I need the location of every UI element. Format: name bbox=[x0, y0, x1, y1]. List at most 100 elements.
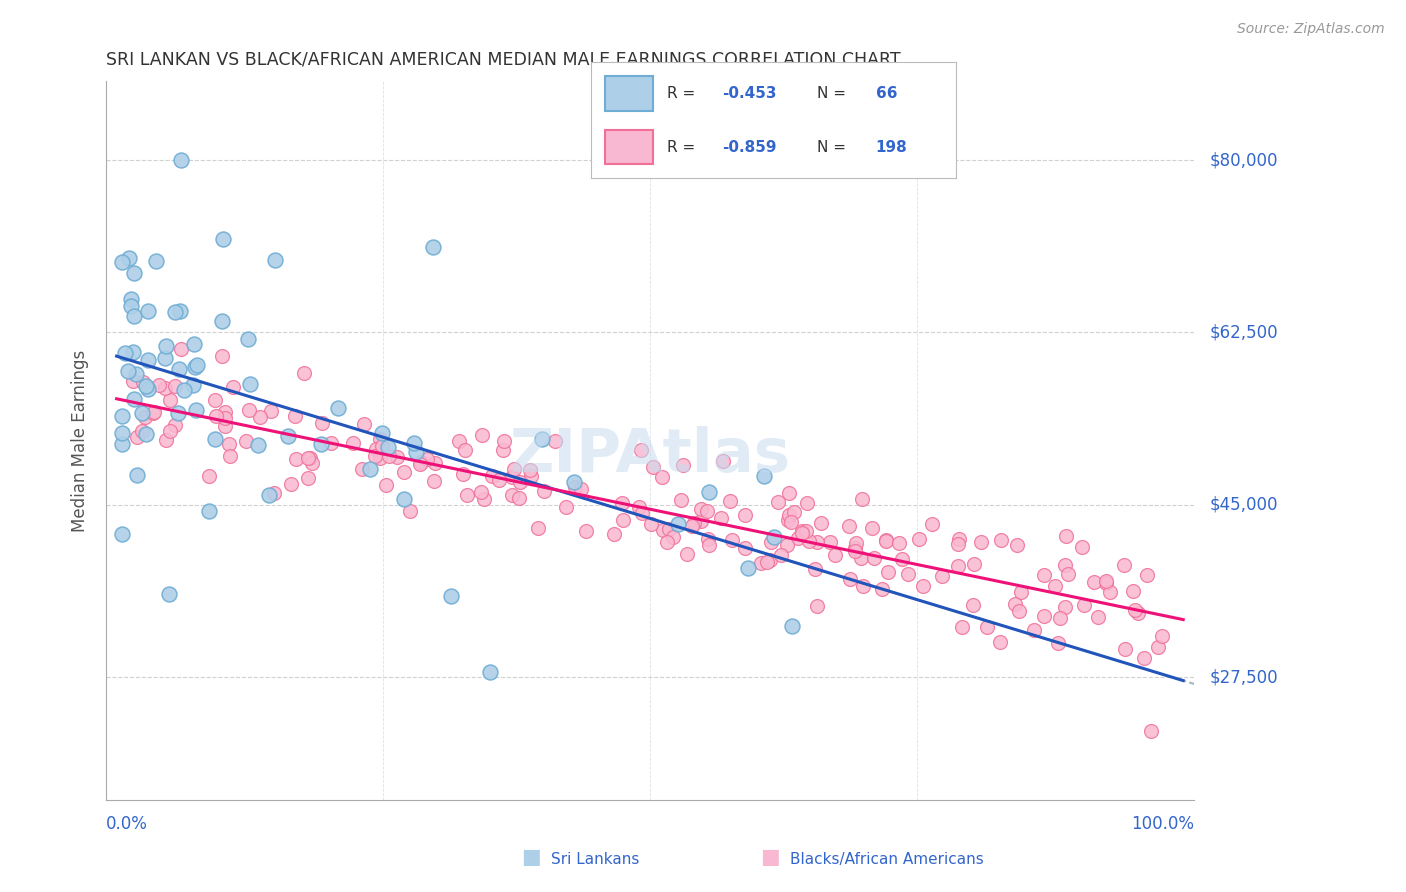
Point bbox=[1133, 650, 1156, 665]
Point bbox=[778, 512, 800, 526]
Point bbox=[238, 402, 260, 417]
Point bbox=[404, 436, 426, 450]
Point bbox=[921, 516, 943, 531]
Point bbox=[423, 474, 446, 488]
Point bbox=[214, 411, 236, 425]
Point bbox=[364, 442, 387, 457]
Point bbox=[371, 425, 394, 440]
Point bbox=[509, 475, 531, 489]
Point bbox=[640, 516, 662, 531]
Point bbox=[683, 516, 706, 531]
Point bbox=[651, 523, 673, 537]
Point bbox=[167, 362, 190, 376]
Point bbox=[422, 240, 444, 254]
Point bbox=[142, 405, 165, 419]
Point bbox=[1073, 598, 1095, 612]
Point bbox=[159, 392, 181, 407]
Point bbox=[131, 424, 153, 438]
Point bbox=[1008, 604, 1031, 618]
Point bbox=[1140, 724, 1163, 739]
Point bbox=[1056, 529, 1078, 543]
Point bbox=[519, 462, 541, 476]
Point bbox=[838, 518, 860, 533]
Point bbox=[157, 587, 180, 601]
Point bbox=[368, 432, 391, 446]
Point bbox=[970, 535, 993, 549]
Point bbox=[1114, 558, 1136, 573]
Point bbox=[946, 559, 969, 574]
Text: $80,000: $80,000 bbox=[1211, 151, 1278, 169]
Point bbox=[863, 551, 886, 566]
Point bbox=[167, 406, 190, 420]
Point bbox=[368, 451, 391, 466]
Point bbox=[672, 458, 695, 472]
Point bbox=[1005, 538, 1028, 552]
Point bbox=[263, 485, 285, 500]
Point bbox=[163, 305, 186, 319]
Point bbox=[875, 533, 897, 548]
Point bbox=[851, 492, 873, 507]
Point bbox=[294, 366, 316, 380]
Text: R =: R = bbox=[668, 87, 700, 102]
Point bbox=[111, 527, 134, 541]
Point bbox=[111, 426, 134, 441]
Point bbox=[364, 449, 387, 463]
Point bbox=[666, 516, 689, 531]
Point bbox=[120, 292, 142, 306]
Point bbox=[218, 437, 240, 451]
Point bbox=[125, 430, 148, 444]
Point bbox=[236, 332, 259, 346]
Point bbox=[218, 449, 240, 463]
Point bbox=[353, 417, 375, 431]
Point bbox=[794, 524, 817, 538]
Point bbox=[214, 405, 236, 419]
Point bbox=[264, 253, 287, 268]
Point bbox=[155, 339, 177, 353]
Point bbox=[212, 232, 235, 246]
Text: ■: ■ bbox=[522, 847, 541, 867]
Point bbox=[159, 424, 181, 438]
Point bbox=[641, 459, 664, 474]
Point bbox=[1046, 636, 1069, 650]
Point bbox=[405, 445, 427, 459]
Point bbox=[669, 493, 692, 508]
Point bbox=[170, 343, 193, 357]
Point bbox=[311, 416, 333, 430]
Point bbox=[696, 533, 718, 547]
Point bbox=[135, 426, 157, 441]
Text: $27,500: $27,500 bbox=[1211, 668, 1278, 686]
Point bbox=[896, 566, 918, 581]
Point bbox=[1053, 600, 1076, 615]
Point bbox=[198, 504, 221, 518]
Point bbox=[737, 561, 759, 575]
Point bbox=[1126, 606, 1149, 620]
Point bbox=[768, 495, 790, 509]
FancyBboxPatch shape bbox=[605, 129, 652, 164]
Text: 100.0%: 100.0% bbox=[1130, 815, 1194, 833]
Text: SRI LANKAN VS BLACK/AFRICAN AMERICAN MEDIAN MALE EARNINGS CORRELATION CHART: SRI LANKAN VS BLACK/AFRICAN AMERICAN MED… bbox=[105, 51, 900, 69]
Text: Sri Lankans: Sri Lankans bbox=[551, 852, 640, 867]
Point bbox=[359, 462, 381, 476]
Point bbox=[752, 469, 775, 483]
Text: Blacks/African Americans: Blacks/African Americans bbox=[790, 852, 984, 867]
Point bbox=[603, 526, 626, 541]
Text: 66: 66 bbox=[876, 87, 897, 102]
Point bbox=[839, 572, 862, 586]
Point bbox=[806, 534, 828, 549]
Point bbox=[280, 476, 302, 491]
Point bbox=[165, 417, 187, 432]
Point bbox=[651, 470, 673, 484]
Point bbox=[1070, 541, 1092, 555]
Point bbox=[562, 475, 585, 490]
Point bbox=[976, 620, 998, 634]
Point bbox=[249, 410, 271, 425]
Point bbox=[239, 376, 262, 391]
Point bbox=[409, 455, 432, 469]
Point bbox=[118, 251, 141, 265]
Point bbox=[749, 556, 772, 570]
Point bbox=[186, 358, 208, 372]
Point bbox=[1010, 584, 1032, 599]
Point bbox=[321, 435, 343, 450]
Point bbox=[776, 538, 799, 552]
Point bbox=[734, 508, 756, 522]
